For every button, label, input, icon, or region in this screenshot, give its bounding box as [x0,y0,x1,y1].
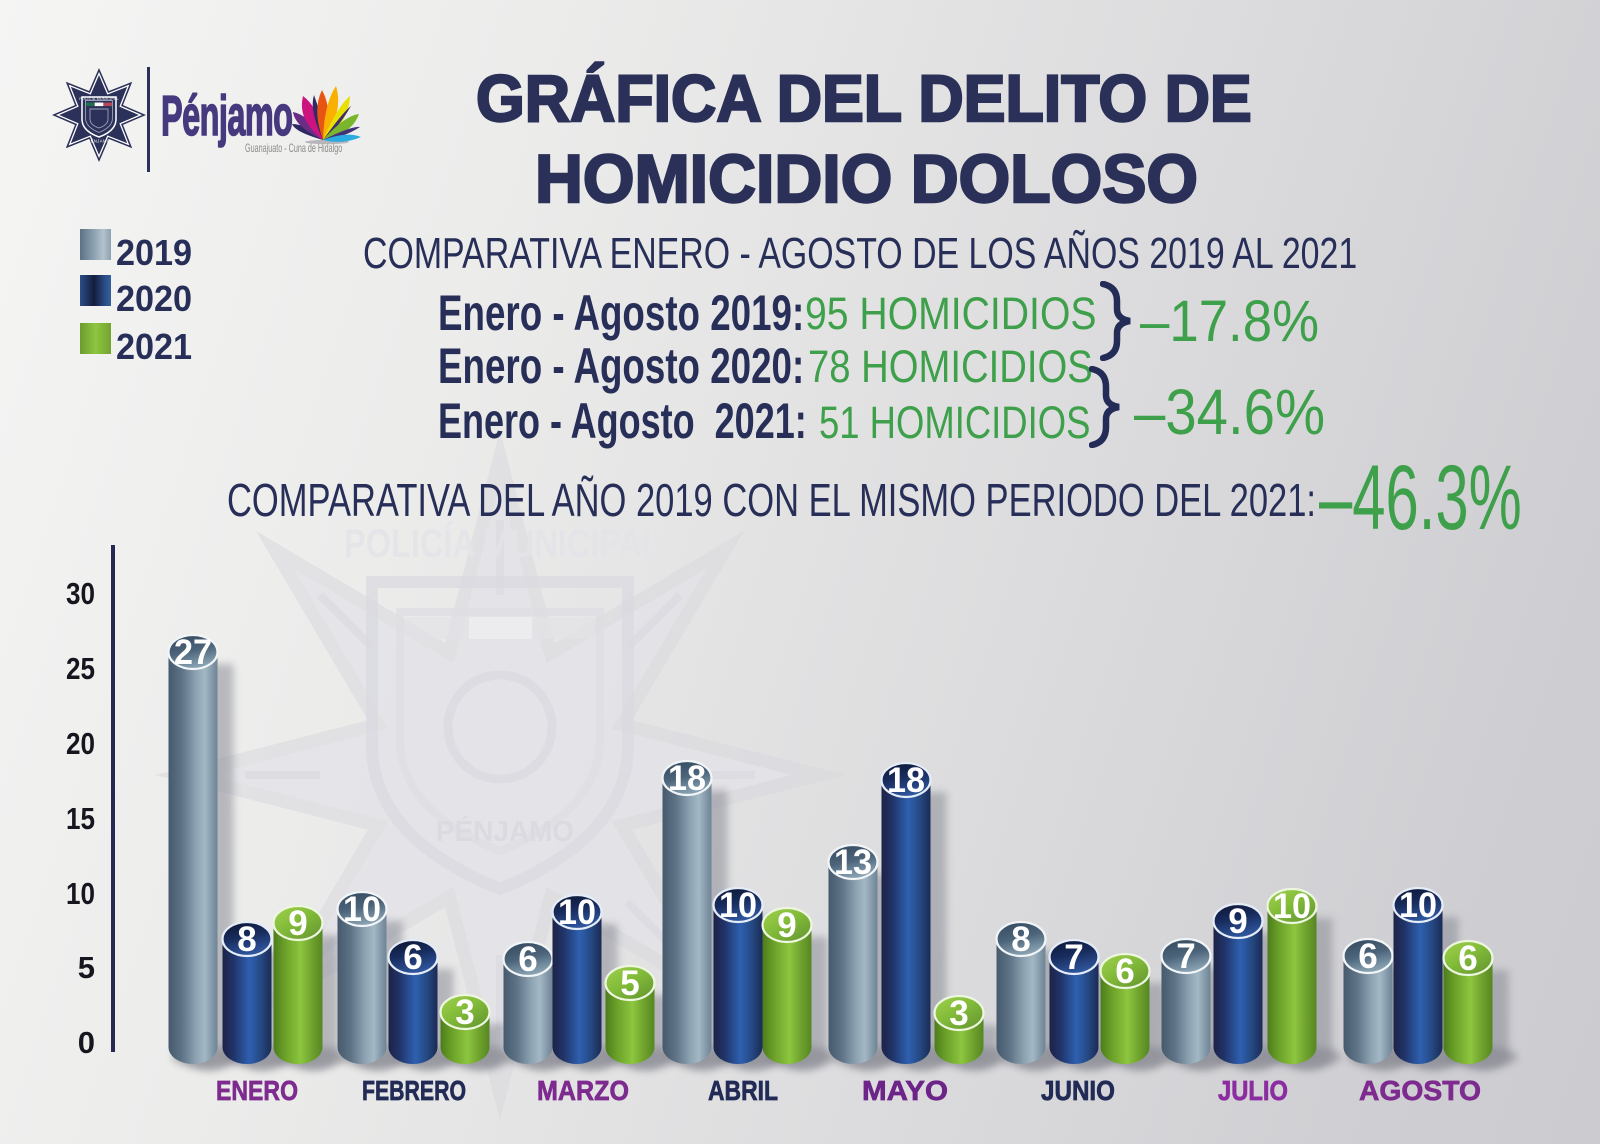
svg-text:15: 15 [66,801,95,836]
svg-text:25: 25 [66,651,95,686]
svg-text:27: 27 [174,633,212,672]
svg-text:6: 6 [1358,937,1377,976]
svg-text:PÉNJAMO: PÉNJAMO [87,139,110,144]
svg-text:MAYO: MAYO [862,1075,948,1106]
svg-text:6: 6 [1458,939,1477,978]
svg-text:JULIO: JULIO [1218,1075,1288,1106]
svg-text:MARZO: MARZO [537,1075,629,1106]
svg-text:POLICÍA MUNICIPAL: POLICÍA MUNICIPAL [79,97,119,101]
svg-text:9: 9 [1228,902,1247,941]
svg-text:3: 3 [949,994,968,1033]
svg-text:PÉNJAMO: PÉNJAMO [436,814,574,848]
svg-text:6: 6 [1115,952,1134,991]
svg-text:8: 8 [1011,920,1030,959]
svg-text:8: 8 [237,920,256,959]
svg-text:18: 18 [668,759,706,798]
svg-text:10: 10 [343,890,381,929]
svg-text:9: 9 [777,906,796,945]
svg-text:10: 10 [66,876,95,911]
svg-text:JUNIO: JUNIO [1041,1075,1115,1106]
svg-text:13: 13 [834,843,872,882]
svg-text:9: 9 [288,904,307,943]
svg-text:10: 10 [1399,886,1437,925]
svg-text:7: 7 [1064,938,1083,977]
svg-text:10: 10 [558,893,596,932]
svg-text:20: 20 [66,726,95,761]
svg-text:5: 5 [620,964,639,1003]
svg-text:3: 3 [455,993,474,1032]
svg-text:18: 18 [887,761,925,800]
svg-text:0: 0 [78,1025,95,1060]
svg-text:5: 5 [78,950,95,985]
svg-text:10: 10 [1273,887,1311,926]
svg-text:AGOSTO: AGOSTO [1359,1075,1481,1106]
svg-text:ABRIL: ABRIL [708,1075,778,1106]
svg-text:10: 10 [719,886,757,925]
svg-text:6: 6 [518,940,537,979]
svg-text:FEBRERO: FEBRERO [362,1075,466,1106]
svg-text:ENERO: ENERO [216,1075,298,1106]
svg-text:POLICÍA MUNICIPAL: POLICÍA MUNICIPAL [344,521,662,566]
svg-text:30: 30 [66,576,95,611]
svg-text:6: 6 [403,938,422,977]
svg-text:7: 7 [1176,937,1195,976]
